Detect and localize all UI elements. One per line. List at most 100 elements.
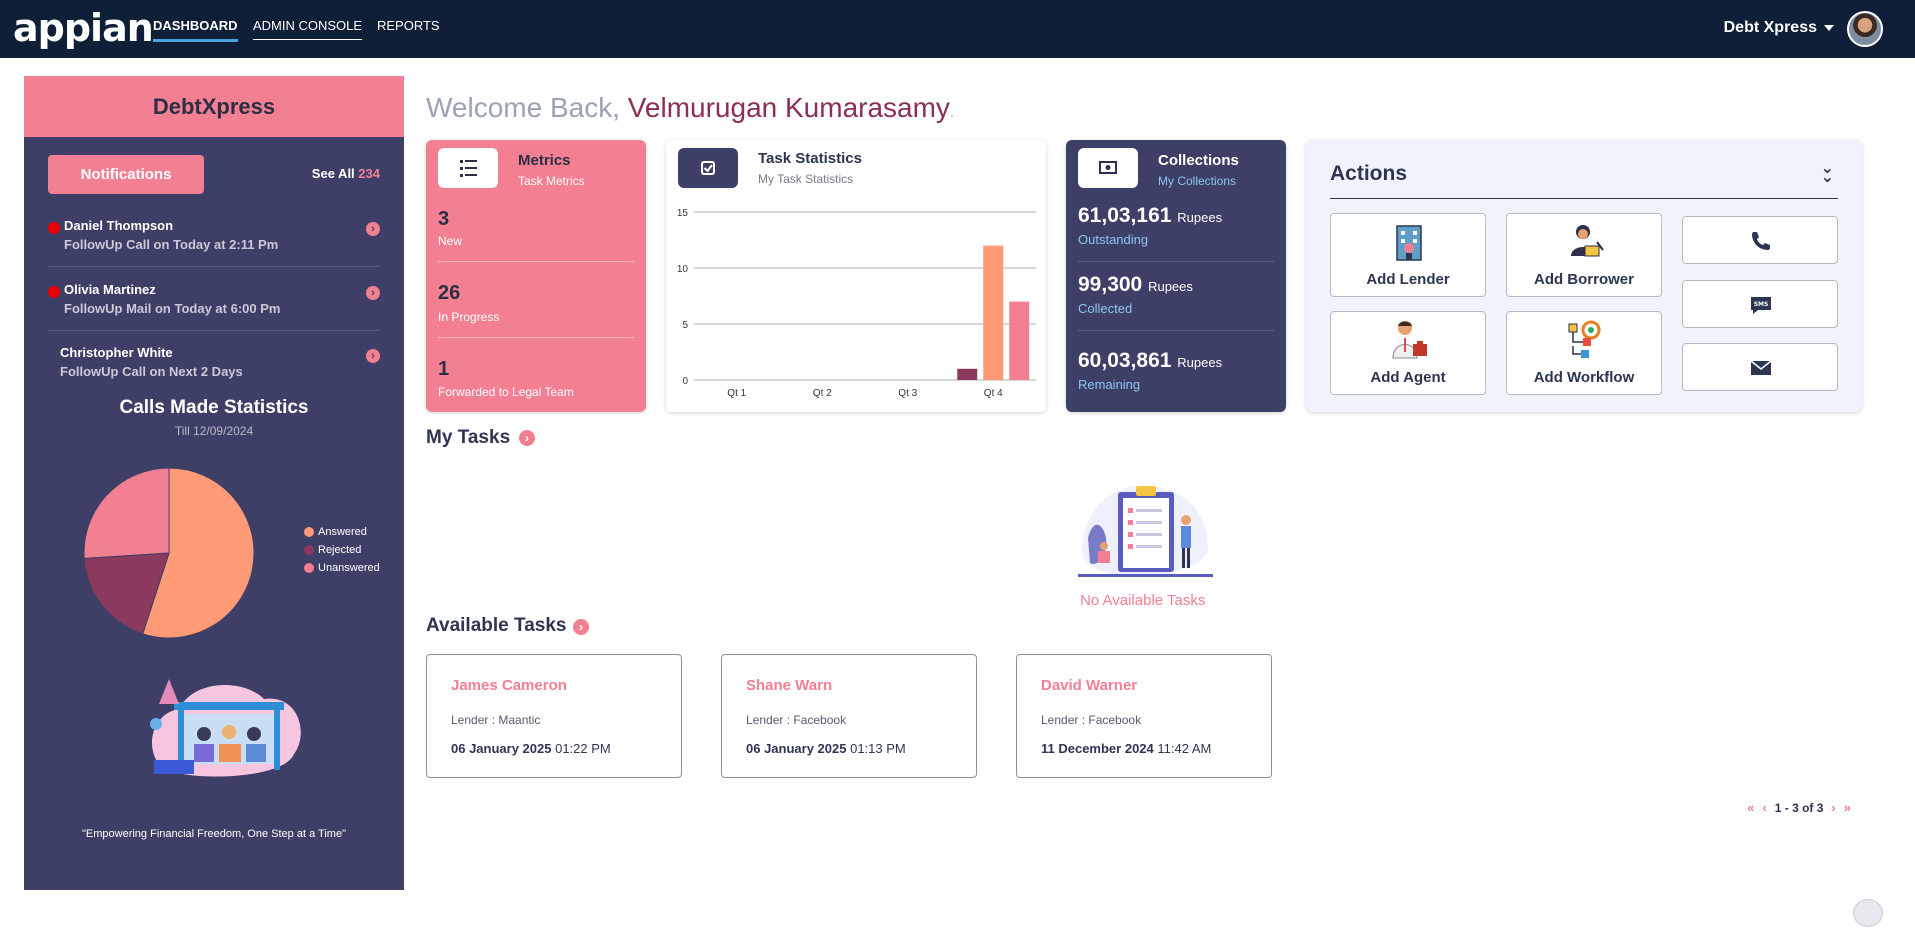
remaining-label: Remaining	[1078, 377, 1141, 392]
see-all-label[interactable]: See All	[311, 166, 355, 181]
prev-page-icon[interactable]: ‹	[1762, 800, 1767, 815]
notification-text: FollowUp Call on Next 2 Days	[60, 364, 243, 379]
nav-admin-console[interactable]: ADMIN CONSOLE	[253, 18, 363, 40]
double-chevron-down-icon[interactable]: ⌄ ⌄	[1820, 160, 1834, 186]
pagination: « ‹ 1 - 3 of 3 › »	[1747, 800, 1851, 815]
add-agent-label: Add Agent	[1370, 369, 1446, 386]
chevron-right-icon[interactable]: ›	[366, 222, 380, 236]
pie-slice-answered	[142, 467, 255, 639]
outstanding-amount: 61,03,161	[1078, 204, 1172, 227]
legend-item-rejected: Rejected	[304, 544, 380, 556]
task-lender: Lender : Maantic	[451, 713, 541, 727]
currency-unit: Rupees	[1177, 210, 1223, 225]
task-stats-title: Task Statistics	[758, 150, 862, 167]
task-lender: Lender : Facebook	[1041, 713, 1142, 727]
add-lender-button[interactable]: Add Lender	[1330, 213, 1486, 297]
currency-unit: Rupees	[1177, 355, 1223, 370]
feedback-icon[interactable]	[1853, 899, 1883, 927]
task-datetime: 06 January 2025 01:13 PM	[746, 741, 906, 756]
metrics-subtitle: Task Metrics	[518, 174, 585, 188]
nav-dashboard[interactable]: DASHBOARD	[153, 18, 238, 42]
collections-card: Collections My Collections 61,03,161 Rup…	[1066, 140, 1286, 412]
task-time: 01:22 PM	[555, 741, 611, 756]
metric-new-value: 3	[438, 208, 450, 230]
add-lender-label: Add Lender	[1366, 271, 1450, 288]
legend-swatch	[304, 545, 314, 555]
unread-dot-icon	[48, 222, 60, 234]
collected-amount: 99,300	[1078, 273, 1143, 296]
metric-legal-value: 1	[438, 358, 450, 380]
outstanding-value: 61,03,161 Rupees	[1078, 204, 1222, 228]
task-card[interactable]: Shane Warn Lender : Facebook 06 January …	[721, 654, 977, 778]
task-name[interactable]: David Warner	[1041, 677, 1138, 694]
see-all-link[interactable]: See All 234	[312, 166, 380, 181]
available-tasks-title[interactable]: Available Tasks	[426, 615, 567, 636]
notification-name: Daniel Thompson	[64, 218, 174, 233]
first-page-icon[interactable]: «	[1747, 800, 1755, 815]
chevron-right-icon[interactable]: ›	[519, 430, 535, 446]
task-card[interactable]: James Cameron Lender : Maantic 06 Januar…	[426, 654, 682, 778]
my-tasks-title[interactable]: My Tasks	[426, 427, 511, 448]
notification-name: Christopher White	[60, 345, 173, 360]
task-name[interactable]: Shane Warn	[746, 677, 833, 694]
currency-unit: Rupees	[1148, 279, 1193, 294]
chevron-right-icon[interactable]: ›	[573, 619, 589, 635]
notification-count: 234	[358, 166, 380, 181]
nav-reports[interactable]: REPORTS	[377, 18, 440, 33]
list-icon	[438, 148, 498, 188]
task-date: 06 January 2025	[451, 741, 552, 756]
last-page-icon[interactable]: »	[1843, 800, 1851, 815]
site-menu[interactable]: Debt Xpress	[1723, 19, 1817, 36]
actions-title: Actions	[1330, 162, 1408, 185]
legend-label: Rejected	[318, 544, 362, 556]
appian-logo[interactable]: appian	[13, 6, 154, 50]
add-borrower-button[interactable]: Add Borrower	[1506, 213, 1662, 297]
bar-high[interactable]	[1009, 301, 1030, 380]
task-name[interactable]: James Cameron	[451, 677, 567, 694]
bar-low[interactable]	[957, 368, 978, 380]
task-datetime: 11 December 2024 11:42 AM	[1041, 741, 1211, 756]
bar-medium[interactable]	[983, 245, 1004, 380]
divider	[1078, 330, 1274, 331]
notifications-button[interactable]: Notifications	[48, 155, 204, 194]
money-icon	[1078, 148, 1138, 188]
workflow-icon	[1568, 320, 1601, 358]
legend-item-answered: Answered	[304, 526, 380, 538]
chevron-right-icon[interactable]: ›	[366, 286, 380, 300]
legend-item-unanswered: Unanswered	[304, 562, 380, 574]
sms-button[interactable]: SMS	[1682, 280, 1838, 328]
chevron-right-icon[interactable]: ›	[366, 349, 380, 363]
notification-item[interactable]: Christopher White FollowUp Call on Next …	[48, 344, 380, 394]
x-tick-label: Qt 2	[813, 388, 832, 399]
collected-value: 99,300 Rupees	[1078, 273, 1193, 297]
task-card[interactable]: David Warner Lender : Facebook 11 Decemb…	[1016, 654, 1272, 778]
avatar[interactable]	[1847, 11, 1883, 47]
x-tick-label: Qt 3	[898, 388, 917, 399]
unread-dot-icon	[48, 286, 60, 298]
call-button[interactable]	[1682, 216, 1838, 264]
divider	[1330, 198, 1838, 199]
collections-subtitle[interactable]: My Collections	[1158, 174, 1237, 188]
task-statistics-card: Task Statistics My Task Statistics 0 5 10 1…	[666, 140, 1046, 412]
collections-title: Collections	[1158, 152, 1239, 169]
caret-down-icon[interactable]	[1824, 25, 1834, 31]
calls-stats-title: Calls Made Statistics	[119, 397, 309, 418]
welcome-prefix: Welcome Back,	[426, 92, 620, 123]
notification-text: FollowUp Call on Today at 2:11 Pm	[64, 237, 279, 252]
sidebar: DebtXpress Notifications See All 234 Dan…	[24, 76, 404, 890]
pagination-text: 1 - 3 of 3	[1774, 800, 1824, 815]
agent-icon	[1392, 321, 1427, 359]
mail-button[interactable]	[1682, 343, 1838, 391]
next-page-icon[interactable]: ›	[1831, 800, 1836, 815]
metrics-card: Metrics Task Metrics 3 New 26 In Progres…	[426, 140, 646, 412]
legend-label: Unanswered	[318, 562, 380, 574]
notification-text: FollowUp Mail on Today at 6:00 Pm	[64, 301, 281, 316]
legend-swatch	[304, 563, 314, 573]
notification-item[interactable]: Olivia Martinez FollowUp Mail on Today a…	[48, 281, 380, 331]
metric-in-progress-label: In Progress	[438, 310, 500, 324]
no-tasks-message: No Available Tasks	[1080, 592, 1206, 609]
add-agent-button[interactable]: Add Agent	[1330, 311, 1486, 395]
add-workflow-button[interactable]: Add Workflow	[1506, 311, 1662, 395]
notification-item[interactable]: Daniel Thompson FollowUp Call on Today a…	[48, 217, 380, 267]
metric-new-label: New	[438, 234, 463, 248]
